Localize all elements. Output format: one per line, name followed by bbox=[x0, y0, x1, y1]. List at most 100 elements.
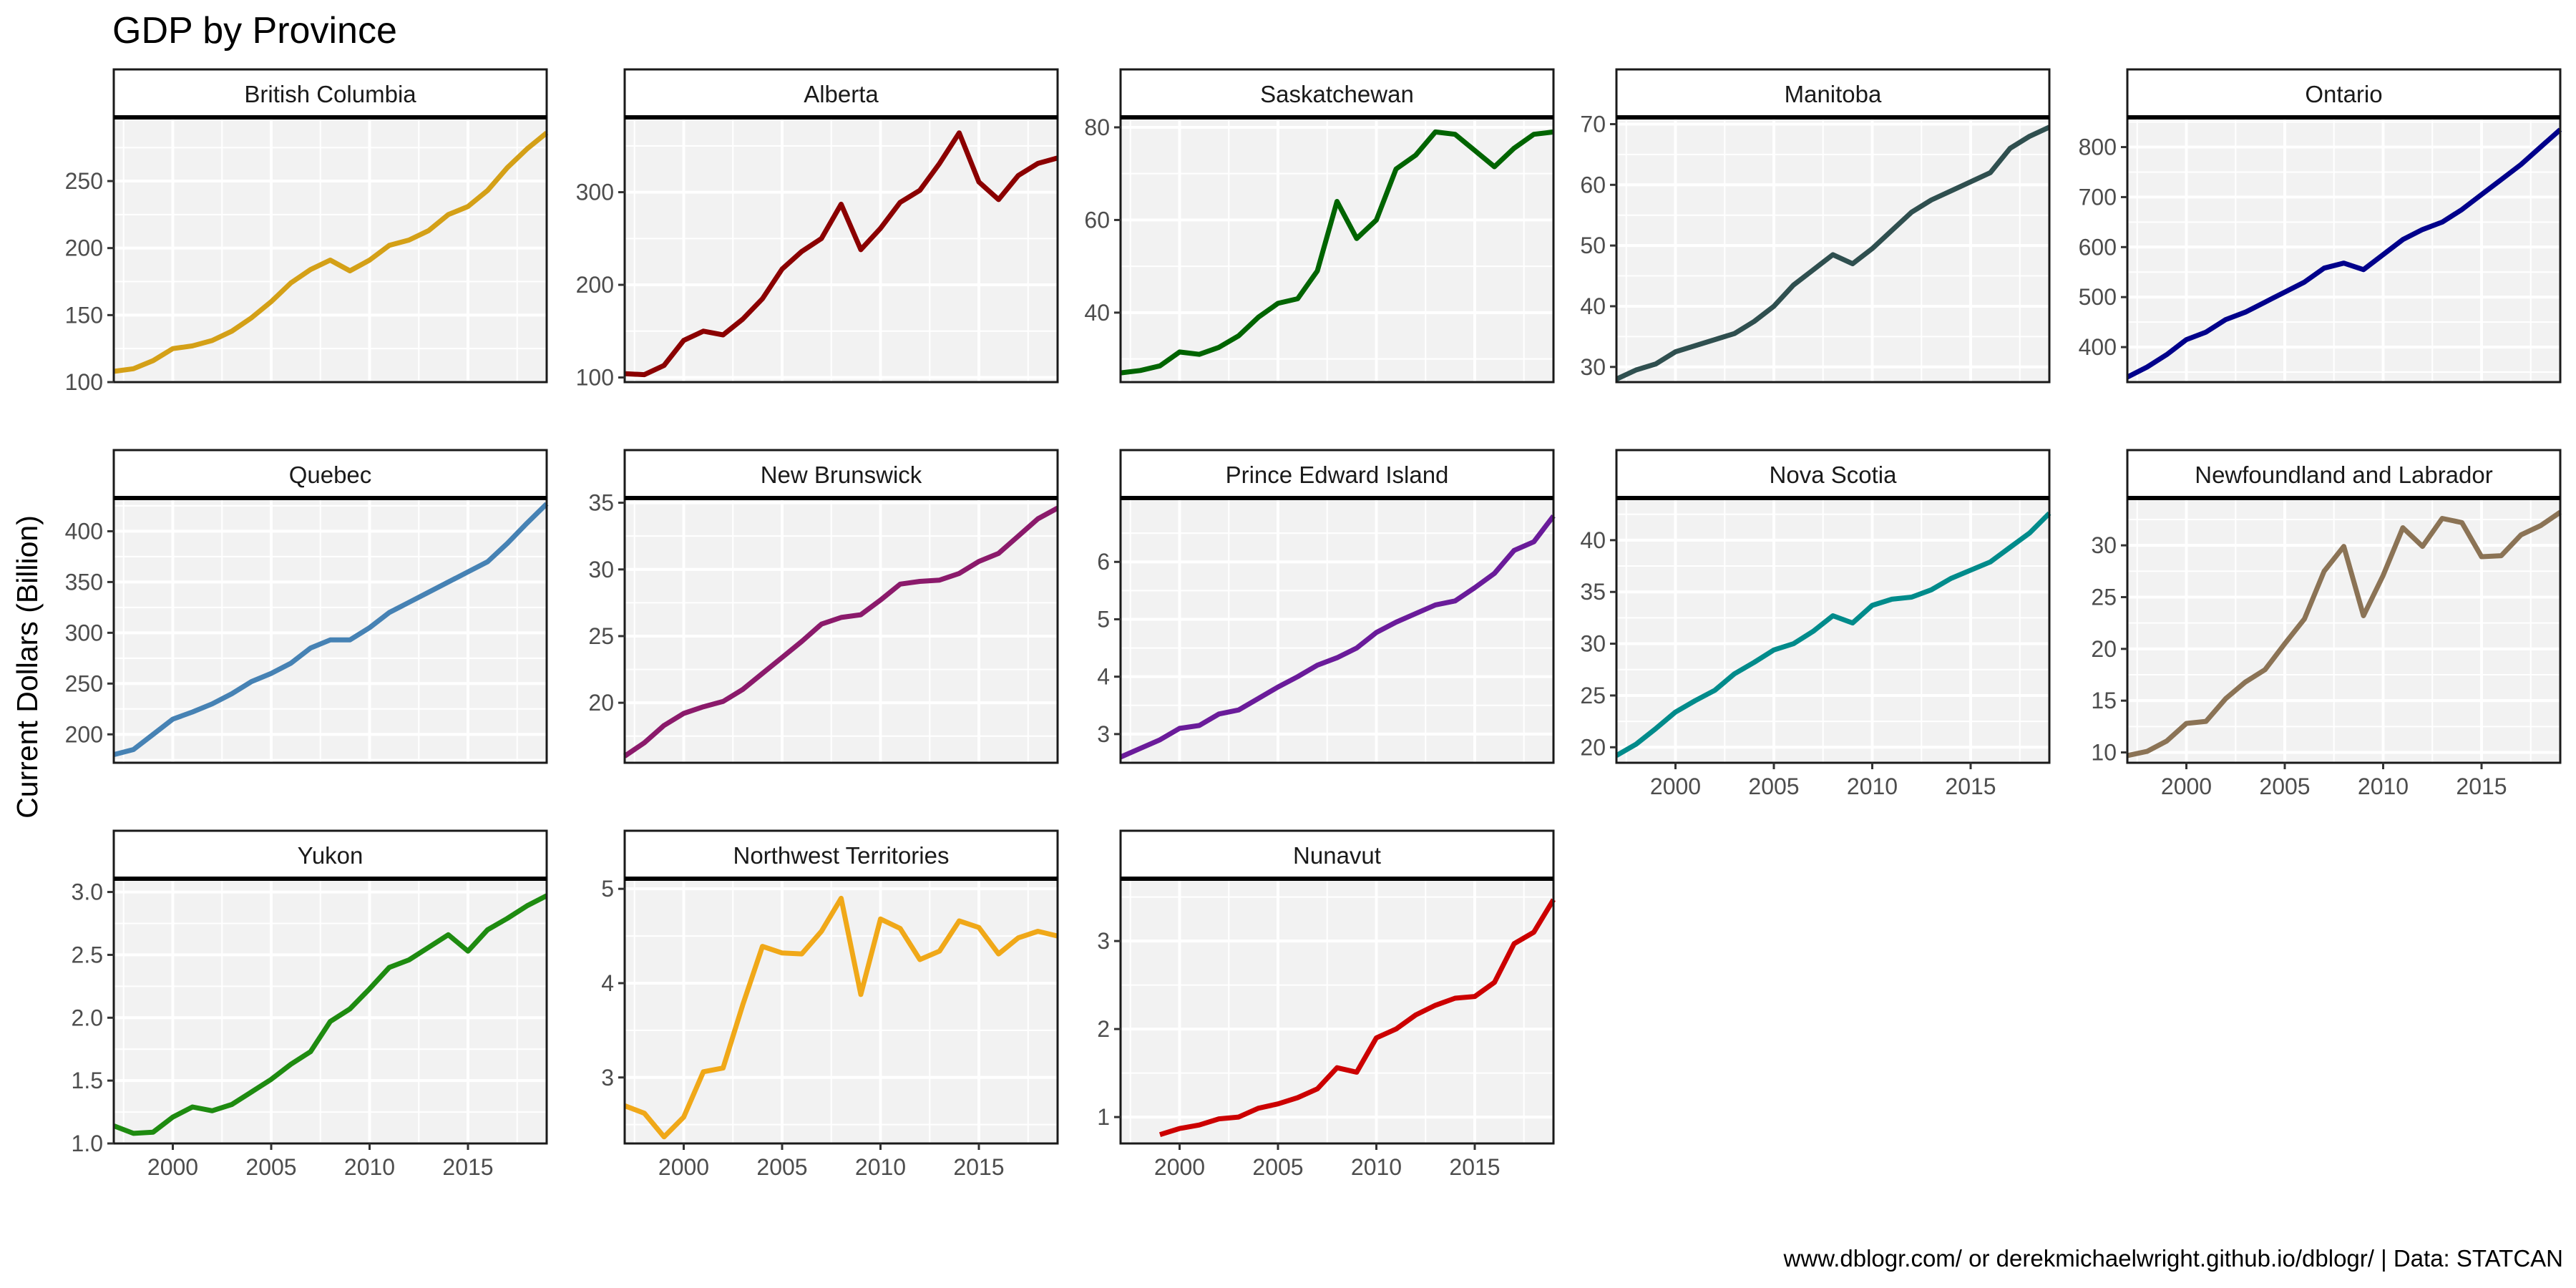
panel-grid: British Columbia100150200250Alberta10020… bbox=[65, 68, 2562, 1180]
y-tick-label: 10 bbox=[2091, 740, 2117, 766]
panel-nova-scotia: Nova Scotia 20 25 30 35 40 2000 2005 2010 2015 bbox=[1580, 449, 2051, 799]
panel-yukon: Yukon 1.0 1.5 2.0 2.5 3.0 2000 2005 2010 2015 bbox=[72, 829, 548, 1180]
panel-northwest-territories: Northwest Territories 3 4 5 2000 2005 2010 2015 bbox=[601, 829, 1059, 1180]
y-tick-label: 80 bbox=[1084, 114, 1110, 140]
x-tick-label: 2000 bbox=[2161, 774, 2212, 799]
x-tick-label: 2005 bbox=[245, 1154, 296, 1180]
x-axis: 2000 2005 2010 2015 bbox=[1650, 763, 1996, 799]
y-tick-label: 70 bbox=[1580, 111, 1606, 137]
y-axis: 10 15 20 25 30 bbox=[2091, 532, 2127, 766]
y-axis: 100 200 300 bbox=[576, 180, 625, 391]
y-tick-label: 500 bbox=[2079, 284, 2117, 310]
x-axis: 2000 2005 2010 2015 bbox=[2161, 763, 2507, 799]
y-tick-label: 1.5 bbox=[72, 1068, 103, 1093]
panel-ontario: Ontario 400 500 600 700 800 bbox=[2079, 68, 2562, 384]
y-tick-label: 3 bbox=[601, 1065, 614, 1091]
gridlines bbox=[1121, 118, 1553, 382]
y-axis: 1.0 1.5 2.0 2.5 3.0 bbox=[72, 879, 114, 1156]
x-tick-label: 2015 bbox=[2456, 774, 2507, 799]
chart-title: GDP by Province bbox=[112, 10, 397, 52]
panel-background bbox=[1121, 499, 1553, 763]
y-tick-label: 3 bbox=[1097, 721, 1110, 747]
y-tick-label: 300 bbox=[576, 180, 614, 205]
y-tick-label: 250 bbox=[65, 168, 103, 194]
y-tick-label: 300 bbox=[65, 620, 103, 645]
panel-background bbox=[114, 118, 547, 382]
panel-background bbox=[1616, 118, 2049, 382]
y-tick-label: 600 bbox=[2079, 234, 2117, 260]
strip-label-manitoba: Manitoba bbox=[1785, 81, 1882, 107]
strip-background bbox=[1119, 449, 1555, 500]
panel-background bbox=[114, 879, 547, 1143]
strip-background bbox=[1119, 68, 1555, 119]
strip-background bbox=[112, 449, 548, 500]
series-line-ontario bbox=[2126, 127, 2562, 380]
strip-label-quebec: Quebec bbox=[289, 462, 372, 488]
y-tick-label: 20 bbox=[588, 690, 614, 716]
y-axis: 200 250 300 350 400 bbox=[65, 518, 114, 747]
panel-new-brunswick: New Brunswick 20 25 30 35 bbox=[588, 449, 1059, 764]
y-tick-label: 60 bbox=[1580, 172, 1606, 197]
y-tick-label: 25 bbox=[2091, 584, 2117, 610]
y-tick-label: 700 bbox=[2079, 184, 2117, 210]
y-axis: 20 25 30 35 bbox=[588, 490, 625, 716]
y-tick-label: 3 bbox=[1097, 928, 1110, 954]
panel-alberta: Alberta 100 200 300 bbox=[576, 68, 1059, 391]
y-tick-label: 30 bbox=[2091, 532, 2117, 558]
panel-saskatchewan: Saskatchewan 40 60 80 bbox=[1084, 68, 1555, 384]
x-tick-label: 2015 bbox=[442, 1154, 493, 1180]
x-tick-label: 2015 bbox=[953, 1154, 1004, 1180]
x-axis: 2000 2005 2010 2015 bbox=[1154, 1143, 1501, 1180]
strip-background bbox=[2126, 68, 2562, 119]
y-tick-label: 30 bbox=[588, 557, 614, 582]
y-tick-label: 4 bbox=[601, 970, 614, 996]
panel-background bbox=[2127, 118, 2560, 382]
panel-background bbox=[625, 118, 1058, 382]
series-line-northwest-territories bbox=[623, 895, 1058, 1140]
y-axis: 100 150 200 250 bbox=[65, 168, 114, 395]
series-line-alberta bbox=[624, 130, 1058, 378]
y-tick-label: 350 bbox=[65, 569, 103, 595]
panel-nunavut: Nunavut 1 2 3 2000 2005 2010 2015 bbox=[1097, 829, 1556, 1180]
series-line-new-brunswick bbox=[623, 505, 1059, 758]
panel-background bbox=[2127, 499, 2560, 763]
y-tick-label: 20 bbox=[2091, 636, 2117, 662]
panel-british-columbia: British Columbia 100 150 200 250 bbox=[65, 68, 549, 395]
gridlines bbox=[625, 499, 1058, 763]
gridlines bbox=[1616, 118, 2049, 382]
y-tick-label: 5 bbox=[601, 876, 614, 902]
y-tick-label: 25 bbox=[1580, 683, 1606, 708]
strip-label-saskatchewan: Saskatchewan bbox=[1260, 81, 1414, 107]
y-tick-label: 60 bbox=[1084, 207, 1110, 233]
x-tick-label: 2010 bbox=[1351, 1154, 1402, 1180]
strip-label-nova-scotia: Nova Scotia bbox=[1770, 462, 1898, 488]
series-line-nunavut bbox=[1158, 898, 1556, 1138]
strip-label-nunavut: Nunavut bbox=[1293, 842, 1381, 869]
x-axis: 2000 2005 2010 2015 bbox=[147, 1143, 494, 1180]
x-tick-label: 2000 bbox=[1154, 1154, 1205, 1180]
gridlines bbox=[114, 879, 547, 1145]
strip-label-new-brunswick: New Brunswick bbox=[761, 462, 922, 488]
data-source-caption: www.dblogr.com/ or derekmichaelwright.gi… bbox=[1783, 1245, 2563, 1272]
strip-background bbox=[112, 68, 548, 119]
panel-quebec: Quebec 200 250 300 350 400 bbox=[65, 449, 549, 764]
panel-background bbox=[1121, 879, 1553, 1143]
y-axis: 40 60 80 bbox=[1084, 114, 1121, 326]
y-axis: 20 25 30 35 40 bbox=[1580, 527, 1616, 760]
y-tick-label: 100 bbox=[576, 365, 614, 391]
panel-manitoba: Manitoba 30 40 50 60 70 bbox=[1580, 68, 2051, 384]
strip-label-british-columbia: British Columbia bbox=[244, 81, 416, 107]
x-tick-label: 2005 bbox=[2259, 774, 2310, 799]
y-axis: 400 500 600 700 800 bbox=[2079, 135, 2127, 360]
x-tick-label: 2005 bbox=[1748, 774, 1799, 799]
y-tick-label: 250 bbox=[65, 670, 103, 696]
x-tick-label: 2015 bbox=[1945, 774, 1996, 799]
y-tick-label: 800 bbox=[2079, 135, 2117, 160]
series-line-prince-edward-island bbox=[1119, 514, 1556, 760]
series-line-manitoba bbox=[1615, 125, 2051, 381]
y-tick-label: 2.0 bbox=[72, 1005, 103, 1030]
y-tick-label: 40 bbox=[1580, 293, 1606, 319]
strip-label-ontario: Ontario bbox=[2305, 81, 2382, 107]
y-tick-label: 200 bbox=[576, 272, 614, 298]
